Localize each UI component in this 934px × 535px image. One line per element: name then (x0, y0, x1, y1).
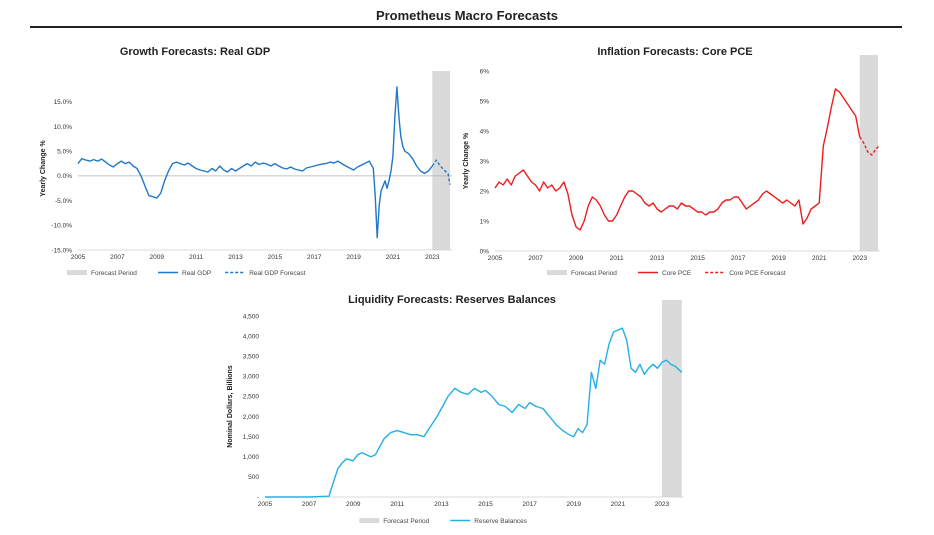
reserves-y-tick-label: 500 (248, 474, 259, 481)
gdp-y-tick-label: -5.0% (55, 198, 72, 205)
reserves-chart-title: Liquidity Forecasts: Reserves Balances (348, 294, 556, 306)
gdp-x-tick-label: 2015 (268, 254, 283, 261)
pce-y-tick-label: 5% (480, 98, 490, 105)
gdp-legend-label: Forecast Period (91, 270, 137, 277)
pce-legend-swatch-forecast-period (547, 270, 567, 275)
reserves-y-tick-label: 2,500 (243, 394, 260, 401)
reserves-y-tick-label: 4,500 (243, 313, 260, 320)
gdp-y-tick-label: 0.0% (57, 173, 72, 180)
gdp-x-tick-label: 2011 (189, 254, 203, 261)
reserves-legend-label: Reserve Balances (474, 518, 527, 525)
pce-x-tick-label: 2023 (853, 255, 868, 262)
gdp-x-tick-label: 2023 (425, 254, 440, 261)
gdp-x-tick-label: 2005 (71, 254, 86, 261)
reserves-legend-swatch-forecast-period (359, 518, 380, 523)
reserves-y-axis-label: Nominal Dollars, Billions (227, 365, 234, 448)
gdp-series-forecast-line (431, 159, 451, 185)
pce-y-tick-label: 4% (480, 128, 490, 135)
gdp-y-tick-label: -15.0% (51, 247, 72, 254)
pce-x-tick-label: 2019 (771, 255, 786, 262)
pce-y-tick-label: 0% (480, 248, 490, 255)
pce-series-actual-line (494, 88, 861, 231)
reserves-x-tick-label: 2005 (258, 501, 273, 508)
gdp-y-tick-label: 15.0% (54, 99, 73, 106)
reserves-y-tick-label: 4,000 (243, 333, 260, 340)
pce-x-tick-label: 2021 (812, 255, 827, 262)
reserves-x-tick-label: 2023 (655, 501, 670, 508)
pce-chart: Inflation Forecasts: Core PCE 0% 1% 2% 3% 4% 5… (463, 46, 880, 277)
gdp-x-tick-label: 2017 (307, 254, 322, 261)
gdp-x-tick-label: 2021 (386, 254, 401, 261)
pce-series-forecast-line (859, 136, 880, 156)
reserves-x-tick-label: 2019 (567, 501, 582, 508)
reserves-legend-label: Forecast Period (383, 518, 429, 525)
gdp-chart: Growth Forecasts: Real GDP -15.0% -10.0% -5… (40, 46, 452, 277)
gdp-series-actual-line (77, 86, 433, 239)
gdp-legend-swatch-forecast-period (67, 270, 87, 275)
gdp-y-tick-label: 10.0% (54, 124, 73, 131)
gdp-legend: Forecast Period Real GDP Real GDP Forecast (67, 270, 306, 277)
pce-x-tick-label: 2005 (488, 255, 503, 262)
page-title: Prometheus Macro Forecasts (375, 8, 559, 23)
pce-y-tick-label: 2% (480, 188, 490, 195)
reserves-x-tick-label: 2017 (522, 501, 537, 508)
gdp-y-axis-label: Yearly Change % (40, 140, 47, 197)
pce-x-tick-label: 2013 (650, 255, 665, 262)
pce-y-tick-label: 3% (480, 158, 490, 165)
reserves-x-tick-label: 2013 (434, 501, 449, 508)
pce-y-axis-label: Yearly Change % (463, 132, 470, 189)
pce-legend: Forecast Period Core PCE Core PCE Forecast (547, 270, 786, 277)
pce-x-tick-label: 2007 (528, 255, 543, 262)
gdp-y-tick-label: -10.0% (51, 223, 72, 230)
reserves-y-tick-label: - (257, 494, 259, 501)
reserves-series-forecast-line (661, 359, 683, 373)
reserves-chart: Liquidity Forecasts: Reserves Balances - 5… (227, 294, 684, 525)
reserves-x-tick-label: 2009 (346, 501, 361, 508)
gdp-legend-label: Real GDP (182, 270, 211, 277)
gdp-x-tick-label: 2009 (150, 254, 165, 261)
title-divider (30, 26, 902, 28)
gdp-x-tick-label: 2019 (346, 254, 361, 261)
pce-forecast-period-band (859, 55, 878, 251)
reserves-series-actual-line (265, 327, 663, 498)
reserves-y-tick-label: 3,000 (243, 374, 260, 381)
reserves-x-tick-label: 2015 (478, 501, 493, 508)
pce-x-tick-label: 2017 (731, 255, 746, 262)
pce-y-tick-label: 1% (480, 218, 490, 225)
gdp-x-tick-label: 2013 (228, 254, 243, 261)
pce-chart-title: Inflation Forecasts: Core PCE (597, 46, 752, 58)
pce-x-tick-label: 2009 (569, 255, 584, 262)
gdp-x-tick-label: 2007 (110, 254, 125, 261)
reserves-y-tick-label: 3,500 (243, 354, 260, 361)
reserves-y-tick-label: 1,000 (243, 454, 260, 461)
pce-legend-label: Core PCE Forecast (729, 270, 786, 277)
reserves-forecast-period-band (661, 300, 682, 497)
pce-legend-label: Forecast Period (571, 270, 617, 277)
reserves-x-tick-label: 2021 (611, 501, 626, 508)
gdp-y-tick-label: 5.0% (57, 149, 72, 156)
reserves-legend: Forecast Period Reserve Balances (359, 518, 528, 525)
gdp-chart-title: Growth Forecasts: Real GDP (120, 46, 270, 58)
reserves-x-tick-label: 2007 (302, 501, 317, 508)
pce-y-tick-label: 6% (480, 68, 490, 75)
reserves-y-tick-label: 2,000 (243, 414, 260, 421)
reserves-y-tick-label: 1,500 (243, 434, 260, 441)
gdp-legend-label: Real GDP Forecast (249, 270, 305, 277)
reserves-x-tick-label: 2011 (390, 501, 404, 508)
gdp-forecast-period-band (432, 71, 451, 250)
pce-x-tick-label: 2015 (690, 255, 705, 262)
pce-legend-label: Core PCE (662, 270, 692, 277)
pce-x-tick-label: 2011 (610, 255, 624, 262)
